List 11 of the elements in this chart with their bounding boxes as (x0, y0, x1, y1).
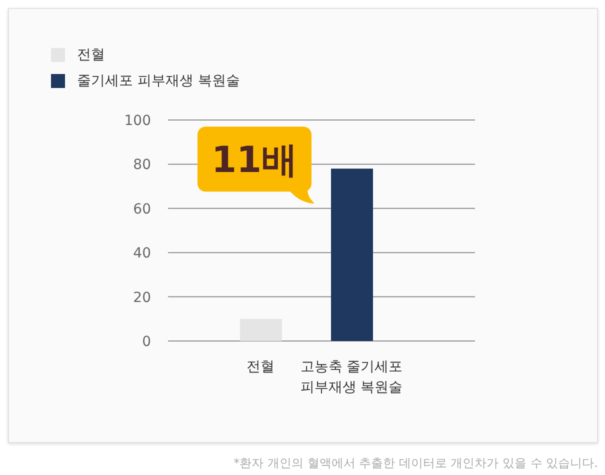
y-tick-label: 20 (133, 290, 151, 306)
annotation: 11배 (211, 140, 298, 182)
y-tick-label: 80 (133, 157, 151, 174)
x-tick-label: 고농축 줄기세포 피부재생 복원술 (300, 359, 403, 396)
y-tick-label: 60 (133, 201, 151, 218)
y-tick-label: 40 (133, 246, 151, 262)
y-tick-label: 0 (142, 334, 151, 350)
y-tick-label: 100 (124, 112, 151, 129)
text: *환자 개인의 혈액에서 추출한 데이터로 개인차가 있을 수 있습니다. (232, 455, 598, 472)
legend-label: 줄기세포 피부재생 복원술 (77, 72, 240, 90)
legend-label: 전혈 (77, 46, 105, 64)
